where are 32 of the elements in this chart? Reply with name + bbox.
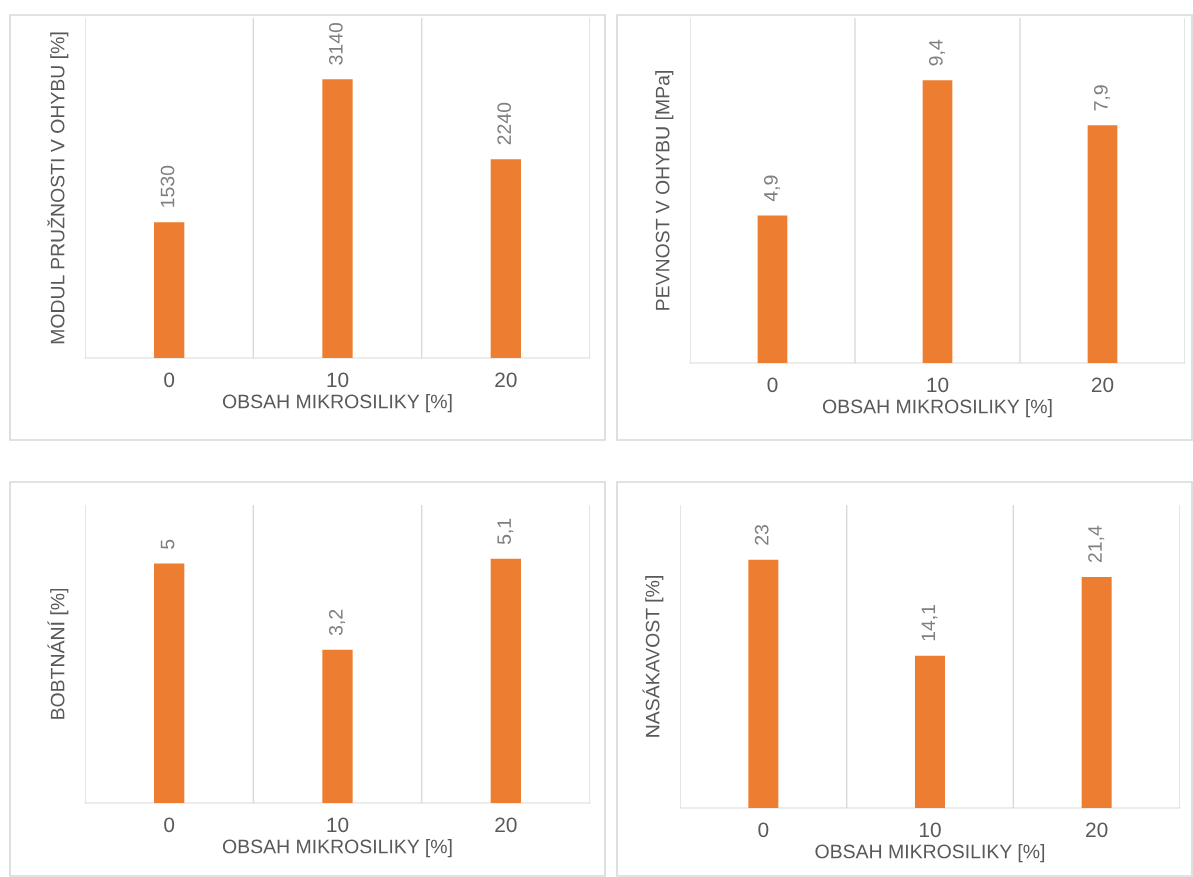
x-tick-label: 10 xyxy=(327,817,349,833)
x-tick-label: 20 xyxy=(495,372,517,388)
data-label: 3140 xyxy=(328,22,343,65)
data-label: 21,4 xyxy=(1088,525,1105,563)
data-label: 14,1 xyxy=(921,604,938,641)
data-label: 7,9 xyxy=(1093,85,1111,111)
y-axis-title: MODUL PRUŽNOSTI V OHYBU [%] xyxy=(47,32,69,344)
y-axis-title: PEVNOST V OHYBU [MPa] xyxy=(655,71,674,310)
x-tick-label: 0 xyxy=(758,822,769,838)
x-tick-label: 10 xyxy=(927,377,949,393)
y-axis-title: NASÁKAVOST [%] xyxy=(642,576,664,737)
x-tick-label: 0 xyxy=(164,372,175,388)
x-axis-title: OBSAH MIKROSILIKY [%] xyxy=(222,394,452,413)
x-axis-title: OBSAH MIKROSILIKY [%] xyxy=(822,399,1052,418)
data-label: 9,4 xyxy=(928,39,946,66)
data-label: 2240 xyxy=(497,102,512,145)
data-label: 4,9 xyxy=(763,175,781,202)
x-axis-title: OBSAH MIKROSILIKY [%] xyxy=(222,839,452,858)
x-tick-label: 20 xyxy=(495,817,517,833)
x-tick-label: 20 xyxy=(1086,822,1108,838)
data-label: 1530 xyxy=(160,165,175,207)
x-tick-label: 0 xyxy=(767,377,778,393)
data-label: 5 xyxy=(160,539,175,549)
data-label: 23 xyxy=(754,524,769,545)
y-axis-title: BOBTNÁNÍ [%] xyxy=(47,588,69,719)
x-tick-label: 20 xyxy=(1091,377,1114,393)
x-tick-label: 0 xyxy=(164,817,175,833)
data-label: 3,2 xyxy=(328,609,346,636)
data-label: 5,1 xyxy=(497,518,514,545)
x-tick-label: 10 xyxy=(327,372,349,388)
x-tick-label: 10 xyxy=(920,822,941,838)
x-axis-title: OBSAH MIKROSILIKY [%] xyxy=(815,844,1045,863)
